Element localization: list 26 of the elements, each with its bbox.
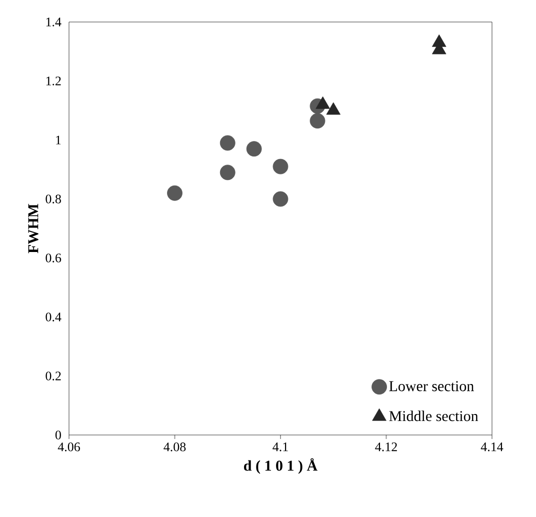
x-tick-label: 4.14 bbox=[480, 442, 504, 452]
y-axis-title: FWHM bbox=[28, 204, 38, 254]
y-tick-label: 0.4 bbox=[46, 312, 62, 322]
y-tick-label: 1.2 bbox=[46, 76, 61, 86]
point bbox=[220, 164, 236, 180]
point bbox=[167, 185, 182, 201]
legend-label: Lower section bbox=[389, 381, 474, 392]
point bbox=[316, 96, 330, 109]
x-tick-label: 4.12 bbox=[375, 442, 397, 452]
y-tick-label: 0.8 bbox=[46, 194, 61, 204]
x-tick-label: 4.1 bbox=[272, 442, 288, 452]
x-tick-label: 4.08 bbox=[164, 442, 186, 452]
y-tick-label: 0.2 bbox=[46, 372, 61, 380]
point bbox=[246, 141, 262, 157]
y-tick-label: 0.6 bbox=[46, 254, 62, 262]
y-tick-label: 1 bbox=[56, 136, 61, 144]
x-axis-title: d ( 1 0 1 ) Å bbox=[244, 458, 318, 474]
point bbox=[220, 135, 236, 151]
x-tick-label: 4.06 bbox=[58, 442, 80, 452]
point bbox=[310, 113, 326, 129]
point bbox=[326, 102, 341, 115]
point bbox=[272, 158, 288, 174]
y-tick-label: 0 bbox=[55, 430, 61, 440]
legend-label: Middle section bbox=[389, 410, 478, 422]
point bbox=[272, 191, 288, 207]
y-tick-label: 1.4 bbox=[46, 18, 62, 26]
